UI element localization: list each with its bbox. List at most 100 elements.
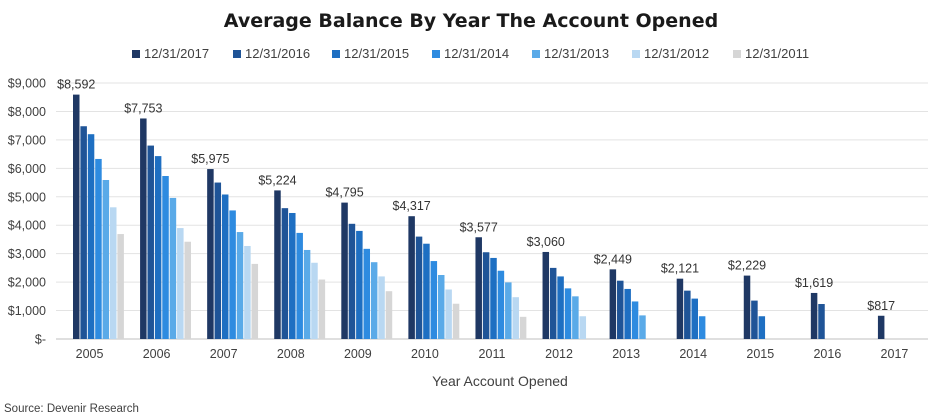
legend-swatch-12/31/2011 (733, 50, 741, 58)
bar-2007-12/31/2017 (207, 169, 214, 339)
bar-2014-12/31/2015 (691, 298, 698, 339)
bar-2011-12/31/2011 (519, 316, 527, 339)
bar-2011-12/31/2015 (490, 257, 497, 339)
bar-2008-12/31/2011 (318, 279, 326, 339)
bar-2017-12/31/2017 (877, 315, 885, 339)
data-label: $1,619 (795, 276, 833, 290)
x-axis: 2005 2006 2007 2008 2009 2010 2011 2012 2013 2014… (76, 347, 909, 361)
bar-2005-12/31/2015 (87, 134, 95, 339)
data-label: $5,224 (258, 173, 296, 187)
bar-2009-12/31/2014 (363, 248, 371, 339)
bar-2013-12/31/2015 (624, 288, 631, 339)
bar-2007-12/31/2015 (221, 194, 229, 339)
x-tick-label: 2010 (411, 347, 439, 361)
bar-2006-12/31/2014 (162, 176, 169, 339)
bar-2009-12/31/2013 (370, 262, 378, 339)
x-tick-label: 2011 (479, 347, 506, 361)
bar-2013-12/31/2013 (639, 315, 646, 339)
x-tick-label: 2008 (277, 347, 305, 361)
legend-label: 12/31/2017 (144, 46, 209, 61)
data-label: $2,121 (661, 262, 699, 276)
bar-2009-12/31/2012 (378, 276, 385, 339)
data-label: $4,317 (393, 199, 431, 213)
bar-2010-12/31/2017 (408, 216, 415, 339)
bar-2010-12/31/2013 (437, 275, 445, 339)
data-label: $2,449 (594, 252, 632, 266)
bar-2006-12/31/2016 (147, 145, 154, 339)
legend-swatch-12/31/2013 (532, 50, 540, 58)
bar-2011-12/31/2013 (505, 282, 512, 339)
bar-2008-12/31/2014 (296, 232, 303, 339)
data-label: $7,753 (124, 101, 162, 115)
bar-2012-12/31/2014 (564, 288, 572, 339)
bar-2005-12/31/2016 (80, 126, 87, 339)
bar-2008-12/31/2017 (274, 190, 281, 339)
bar-2010-12/31/2014 (430, 261, 438, 339)
legend-label: 12/31/2011 (745, 46, 809, 61)
bar-2010-12/31/2011 (452, 303, 460, 339)
bar-2014-12/31/2017 (676, 278, 684, 339)
bar-2010-12/31/2015 (423, 243, 430, 339)
legend-label: 12/31/2013 (544, 46, 609, 61)
y-tick-label: $5,000 (8, 190, 46, 204)
bar-2014-12/31/2016 (684, 290, 691, 339)
legend-swatch-12/31/2014 (432, 50, 440, 58)
data-labels: $8,592 $7,753 $5,975 $5,224 $4,795 $4,317 $3,5… (57, 78, 895, 313)
data-label: $3,577 (460, 220, 498, 234)
y-tick-label: $3,000 (8, 247, 46, 261)
y-tick-label: $1,000 (8, 304, 46, 318)
bars (73, 94, 885, 340)
x-tick-label: 2005 (76, 347, 104, 361)
bar-2008-12/31/2016 (281, 208, 289, 339)
x-tick-label: 2013 (612, 347, 640, 361)
bar-2012-12/31/2017 (542, 251, 550, 339)
bar-2006-12/31/2011 (184, 241, 191, 339)
bar-2008-12/31/2015 (289, 212, 296, 339)
bar-2012-12/31/2012 (579, 316, 587, 339)
bar-2006-12/31/2017 (140, 118, 147, 340)
bar-2007-12/31/2013 (236, 232, 244, 339)
data-label: $3,060 (527, 235, 565, 249)
legend-label: 12/31/2016 (245, 46, 310, 61)
bar-2009-12/31/2016 (348, 223, 356, 339)
bar-2007-12/31/2014 (229, 210, 236, 339)
bar-2012-12/31/2016 (549, 267, 557, 339)
x-tick-label: 2014 (679, 347, 707, 361)
x-tick-label: 2009 (344, 347, 372, 361)
bar-2011-12/31/2014 (497, 270, 505, 339)
bar-2005-12/31/2011 (117, 234, 124, 339)
bar-2015-12/31/2017 (743, 275, 751, 339)
bar-2013-12/31/2014 (631, 301, 639, 339)
legend-swatch-12/31/2012 (632, 50, 640, 58)
bar-2008-12/31/2012 (311, 262, 318, 339)
y-axis: $- $1,000 $2,000 $3,000 $4,000 $5,000 $6,000 $7… (8, 77, 46, 347)
bar-2008-12/31/2013 (303, 249, 311, 339)
bar-2007-12/31/2011 (251, 263, 259, 339)
y-tick-label: $2,000 (8, 276, 46, 290)
bar-2011-12/31/2016 (482, 252, 490, 339)
gridlines (56, 82, 928, 340)
bar-2005-12/31/2014 (95, 158, 102, 339)
y-tick-label: $6,000 (8, 162, 46, 176)
bar-2016-12/31/2017 (810, 292, 818, 339)
x-tick-label: 2007 (210, 347, 238, 361)
legend-swatch-12/31/2016 (233, 50, 241, 58)
legend: 12/31/2017 12/31/2016 12/31/2015 12/31/2014… (132, 46, 809, 61)
bar-2006-12/31/2015 (154, 156, 162, 339)
bar-2011-12/31/2017 (475, 237, 482, 339)
bar-2009-12/31/2011 (385, 291, 393, 339)
bar-2014-12/31/2014 (698, 316, 706, 339)
bar-2013-12/31/2016 (617, 280, 624, 339)
data-label: $5,975 (191, 152, 229, 166)
bar-2010-12/31/2012 (445, 289, 452, 339)
x-axis-title: Year Account Opened (432, 373, 568, 389)
y-tick-label: $9,000 (8, 77, 46, 91)
x-tick-label: 2016 (813, 347, 841, 361)
data-label: $4,795 (325, 186, 363, 200)
data-label: $2,229 (728, 259, 766, 273)
x-tick-label: 2006 (143, 347, 171, 361)
bar-2011-12/31/2012 (512, 297, 519, 339)
legend-label: 12/31/2012 (644, 46, 709, 61)
bar-2013-12/31/2017 (609, 269, 617, 339)
